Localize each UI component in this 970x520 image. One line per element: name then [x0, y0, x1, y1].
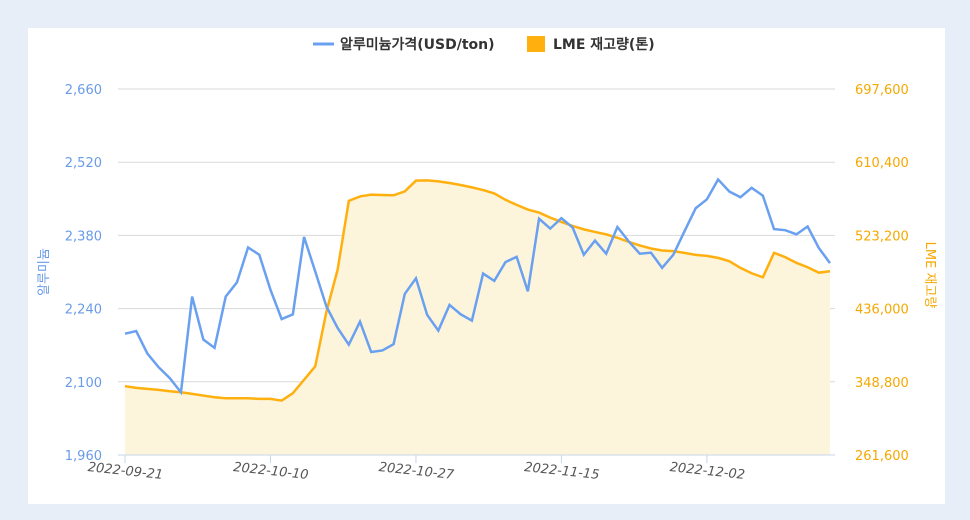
lme-area	[125, 180, 830, 456]
lme-area-fill	[125, 180, 830, 456]
series-lines	[124, 177, 832, 402]
y-right-tick-label: 697,600	[855, 83, 909, 98]
y-left-axis-title: 알루미늄	[37, 248, 52, 296]
axis-ticks: 2,660 2,520 2,380 2,240 2,100 1,960 697,600 610…	[65, 83, 909, 483]
y-right-tick-label: 348,800	[855, 376, 909, 391]
lme-series-line	[124, 179, 831, 402]
y-right-tick-label: 610,400	[855, 156, 909, 171]
legend-price-label[interactable]: 알루미늄가격(USD/ton)	[340, 36, 495, 53]
legend-lme-label[interactable]: LME 재고량(톤)	[553, 37, 655, 53]
y-left-tick-label: 2,520	[65, 156, 102, 171]
y-left-tick-label: 2,240	[65, 303, 102, 318]
legend-lme-square-icon	[527, 36, 545, 52]
y-left-tick-label: 2,660	[65, 83, 102, 98]
x-tick-label: 2022-09-21	[87, 460, 164, 483]
x-tick-label: 2022-10-27	[378, 460, 455, 483]
y-left-tick-label: 2,380	[65, 229, 102, 244]
y-right-tick-label: 261,600	[855, 449, 909, 464]
y-left-tick-label: 2,100	[65, 376, 102, 391]
y-right-axis-title: LME 재고량	[922, 242, 937, 309]
x-tick-label: 2022-10-10	[232, 460, 309, 483]
price-series-line	[124, 177, 832, 396]
y-right-tick-label: 436,000	[855, 303, 909, 318]
y-left-tick-label: 1,960	[65, 449, 102, 464]
x-tick-label: 2022-11-15	[523, 460, 600, 483]
y-right-tick-label: 523,200	[855, 229, 909, 244]
legend[interactable]: 알루미늄가격(USD/ton) LME 재고량(톤)	[313, 36, 655, 53]
x-tick-label: 2022-12-02	[669, 460, 746, 483]
